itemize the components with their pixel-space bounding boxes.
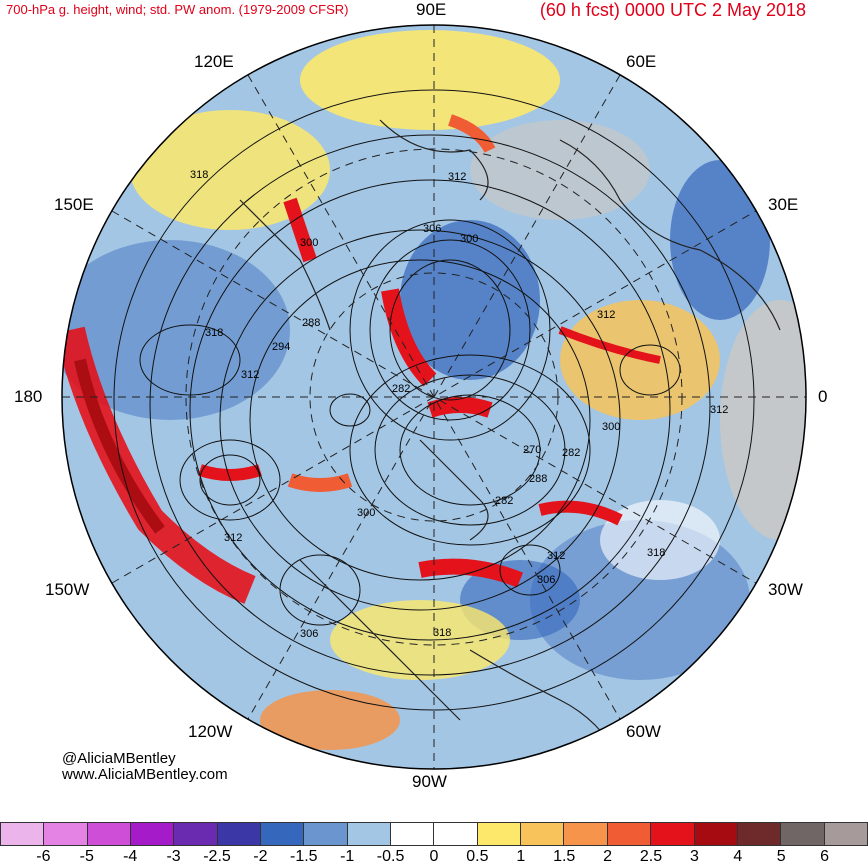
lon-label-60e: 60E xyxy=(626,52,657,71)
colorbar-swatch xyxy=(173,822,218,846)
contour-labels: 318 312 306 300 300 288 294 318 312 282 … xyxy=(190,169,728,640)
lon-label-90w: 90W xyxy=(412,772,447,791)
contour-label: 312 xyxy=(241,369,259,381)
colorbar-label: 4 xyxy=(733,848,743,865)
graticule xyxy=(62,25,806,769)
colorbar-label: 2.5 xyxy=(639,848,663,865)
colorbar-label: 0 xyxy=(429,848,439,865)
contour-label: 282 xyxy=(562,447,580,459)
contour-label: 318 xyxy=(647,547,665,559)
contour-label: 306 xyxy=(537,574,555,586)
contour-label: 312 xyxy=(597,309,615,321)
colorbar-label: -1 xyxy=(340,848,355,865)
colorbar-label: -2 xyxy=(253,848,268,865)
colorbar-swatch xyxy=(736,822,782,846)
colorbar-label: -6 xyxy=(36,848,51,865)
contour-label: 312 xyxy=(710,404,728,416)
lon-label-150e: 150E xyxy=(54,195,94,214)
colorbar-swatch xyxy=(433,822,478,846)
credit-website: www.AliciaMBentley.com xyxy=(62,766,228,783)
contour-label: 288 xyxy=(302,317,320,329)
colorbar-swatch xyxy=(693,822,738,846)
colorbar-swatch xyxy=(346,822,392,846)
map-border xyxy=(61,24,807,770)
lon-label-30w: 30W xyxy=(768,580,803,599)
lon-label-60w: 60W xyxy=(626,722,661,741)
lon-label-0: 0 xyxy=(818,387,828,406)
credit-handle: @AliciaMBentley xyxy=(62,750,176,767)
contour-label: 300 xyxy=(357,507,375,519)
coastlines xyxy=(239,119,781,761)
lon-label-180: 180 xyxy=(14,387,43,406)
colorbar-swatch xyxy=(130,822,175,846)
colorbar-labels: -6 -5 -4 -3 -2.5 -2 -1.5 -1 -0.5 0 0.5 1 1.5 2 2.5 3 4 5 6 xyxy=(0,848,868,865)
colorbar-label: 5 xyxy=(776,848,786,865)
lon-label-120w: 120W xyxy=(188,722,233,741)
contour-label: 318 xyxy=(190,169,208,181)
colorbar-swatch xyxy=(650,822,695,846)
lon-label-120e: 120E xyxy=(194,52,234,71)
colorbar-swatch xyxy=(476,822,522,846)
forecast-time-title: (60 h fcst) 0000 UTC 2 May 2018 xyxy=(539,0,806,20)
contour-label: 300 xyxy=(602,421,620,433)
colorbar-label: -5 xyxy=(79,848,94,865)
colorbar-swatch xyxy=(520,822,565,846)
colorbar-swatch xyxy=(260,822,305,846)
colorbar-label: -2.5 xyxy=(203,848,231,865)
lon-label-150w: 150W xyxy=(45,580,90,599)
colorbar-swatch xyxy=(216,822,262,846)
colorbar-label: 6 xyxy=(820,848,830,865)
map-title: 700-hPa g. height, wind; std. PW anom. (… xyxy=(6,2,349,17)
contour-label: 312 xyxy=(547,550,565,562)
colorbar-swatch xyxy=(86,822,132,846)
contour-label: 306 xyxy=(423,223,441,235)
colorbar-swatch xyxy=(390,822,435,846)
colorbar-swatch xyxy=(0,822,45,846)
contour-label: 270 xyxy=(523,444,541,456)
colorbar-swatch xyxy=(606,822,652,846)
colorbar-label: 3 xyxy=(689,848,699,865)
contour-label: 288 xyxy=(529,473,547,485)
colorbar-swatch xyxy=(563,822,608,846)
contour-label: 300 xyxy=(460,233,478,245)
contour-label: 306 xyxy=(300,628,318,640)
colorbar-label: -1.5 xyxy=(290,848,318,865)
contour-label: 318 xyxy=(433,627,451,639)
colorbar-label: 1.5 xyxy=(553,848,576,865)
colorbar-swatch xyxy=(780,822,825,846)
lon-label-90e: 90E xyxy=(416,0,447,19)
contour-label: 294 xyxy=(272,341,290,353)
colorbar-swatch xyxy=(303,822,348,846)
colorbar-label: -0.5 xyxy=(376,848,405,865)
colorbar-swatch xyxy=(43,822,88,846)
contour-label: 282 xyxy=(392,383,410,395)
contour-label: 312 xyxy=(448,171,466,183)
height-contours xyxy=(113,89,755,711)
colorbar-label: 2 xyxy=(603,848,613,865)
contour-label: 312 xyxy=(224,532,242,544)
colorbar-label: -4 xyxy=(123,848,138,865)
lon-label-30e: 30E xyxy=(768,195,799,214)
colorbar-label: -3 xyxy=(166,848,181,865)
colorbar-label: 0.5 xyxy=(466,848,489,865)
contour-label: 318 xyxy=(205,327,223,339)
colorbar xyxy=(0,822,868,846)
colorbar-swatch xyxy=(823,822,868,846)
contour-label: 300 xyxy=(300,237,318,249)
contour-label: 282 xyxy=(495,495,513,507)
polar-map: 318 312 306 300 300 288 294 318 312 282 … xyxy=(61,24,807,770)
colorbar-label: 1 xyxy=(516,848,526,865)
